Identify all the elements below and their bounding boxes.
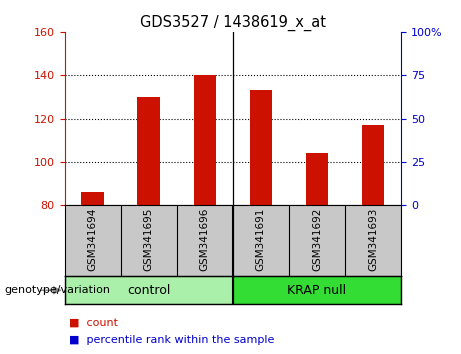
Text: GSM341691: GSM341691 [256, 207, 266, 271]
Text: GSM341695: GSM341695 [144, 207, 154, 271]
Bar [233, 276, 401, 304]
Text: ■  count: ■ count [69, 318, 118, 327]
Text: GSM341696: GSM341696 [200, 207, 210, 271]
Text: ■  percentile rank within the sample: ■ percentile rank within the sample [69, 335, 274, 345]
Bar [306, 153, 328, 205]
Text: KRAP null: KRAP null [287, 284, 347, 297]
Bar [65, 276, 233, 304]
Bar [82, 192, 104, 205]
Bar [362, 125, 384, 205]
Text: GSM341692: GSM341692 [312, 207, 322, 271]
Text: control: control [127, 284, 171, 297]
Bar [194, 75, 216, 205]
Bar [250, 90, 272, 205]
Bar [137, 97, 160, 205]
Text: GSM341694: GSM341694 [88, 207, 98, 271]
Title: GDS3527 / 1438619_x_at: GDS3527 / 1438619_x_at [140, 14, 326, 30]
Text: GSM341693: GSM341693 [368, 207, 378, 271]
Text: genotype/variation: genotype/variation [5, 285, 111, 295]
